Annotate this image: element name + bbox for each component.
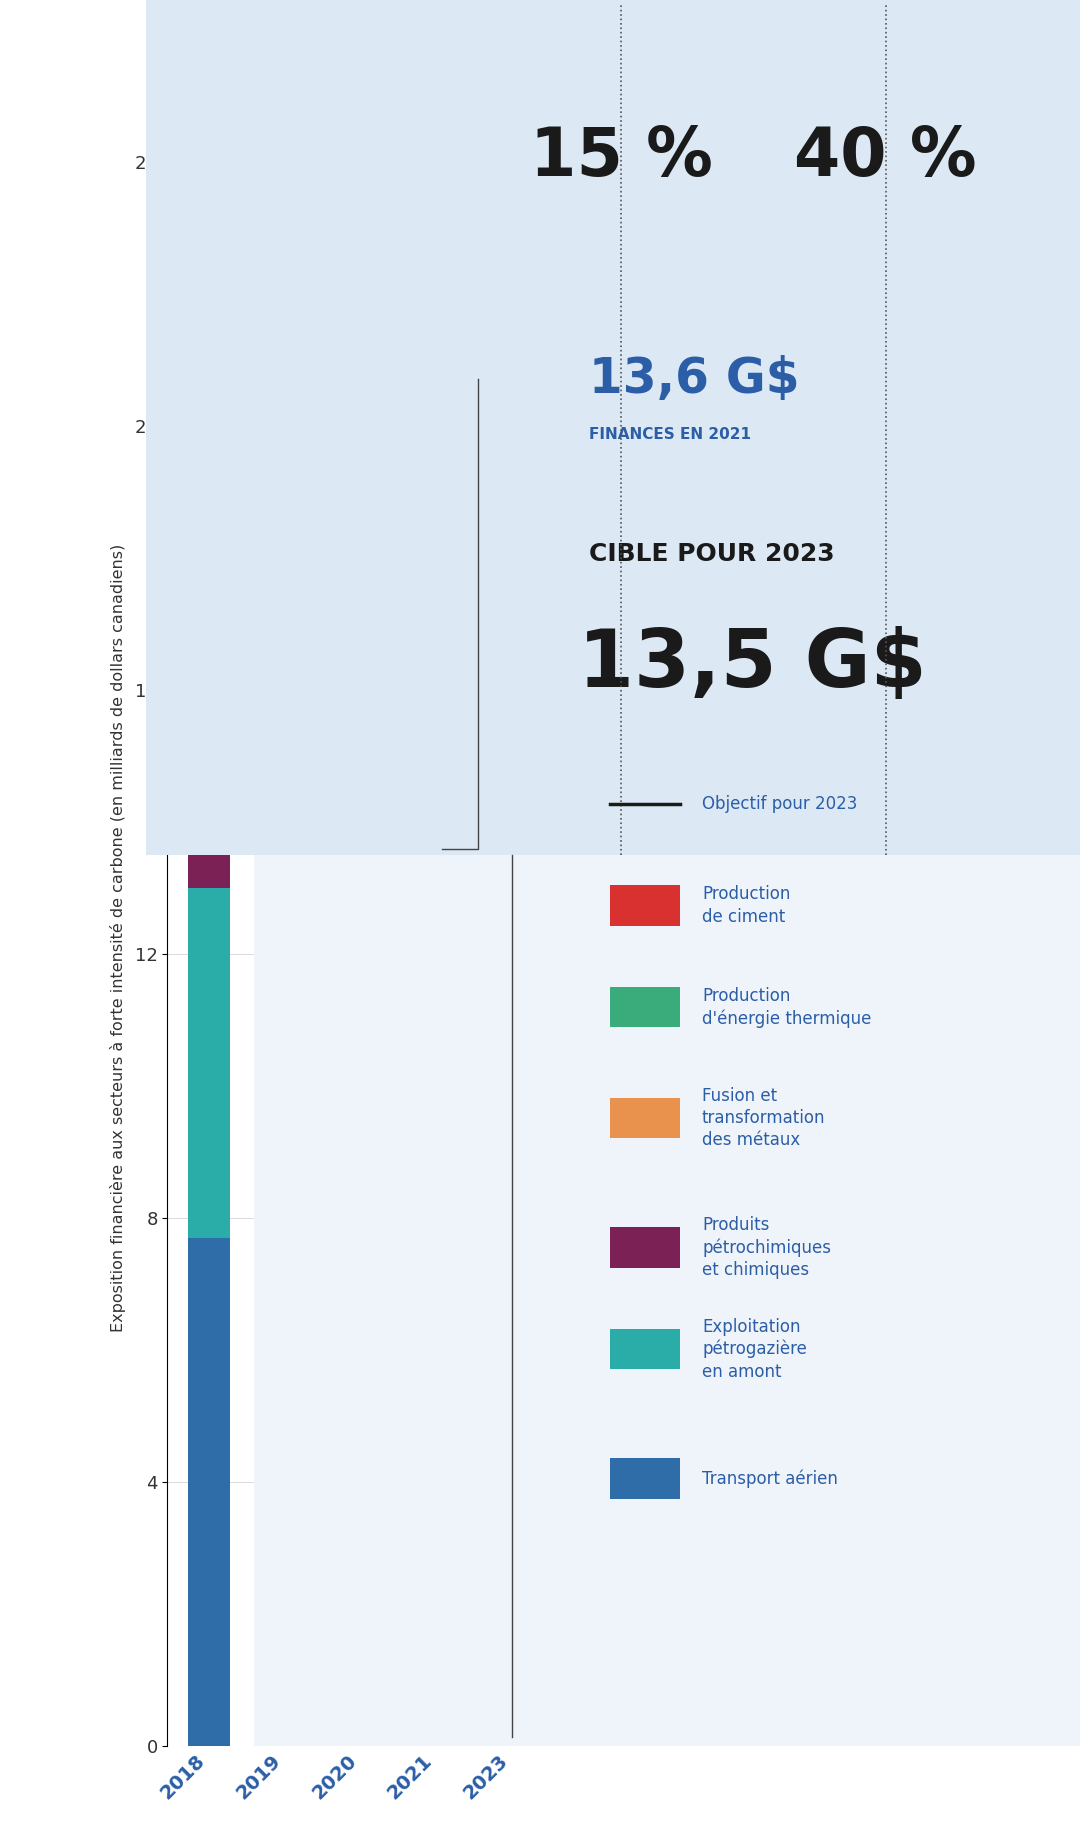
Bar: [188, 322, 230, 414]
Bar: [188, 1238, 230, 1746]
Text: Exploitation
pétrogazière
en amont: Exploitation pétrogazière en amont: [702, 1318, 807, 1380]
Bar: [416, 848, 457, 869]
Bar: [264, 432, 306, 473]
Bar: [264, 473, 306, 532]
Text: 40 %: 40 %: [794, 124, 977, 190]
Bar: [264, 1284, 306, 1746]
Text: 22,4 G$: 22,4 G$: [206, 188, 221, 259]
Bar: [416, 869, 457, 902]
Text: Production
d'énergie thermique: Production d'énergie thermique: [702, 987, 872, 1027]
Bar: [188, 519, 230, 889]
Text: Produits
pétrochimiques
et chimiques: Produits pétrochimiques et chimiques: [702, 1216, 831, 1279]
Text: FINANCES EN 2021: FINANCES EN 2021: [589, 427, 751, 442]
Bar: [416, 902, 457, 941]
Bar: [339, 671, 381, 981]
Text: CIBLE POUR 2023: CIBLE POUR 2023: [589, 543, 834, 565]
Text: Objectif pour 2023: Objectif pour 2023: [702, 795, 858, 813]
Bar: [339, 1192, 381, 1746]
Bar: [264, 532, 306, 630]
Text: 19,9 G$: 19,9 G$: [283, 353, 297, 423]
Bar: [188, 889, 230, 1238]
Y-axis label: Exposition financière aux secteurs à forte intensité de carbone (en milliards de: Exposition financière aux secteurs à for…: [110, 543, 126, 1332]
Bar: [339, 571, 381, 671]
Bar: [416, 1205, 457, 1746]
Bar: [339, 525, 381, 571]
Bar: [188, 268, 230, 322]
Bar: [264, 961, 306, 1284]
Bar: [416, 941, 457, 1007]
Text: 15 %: 15 %: [529, 124, 713, 190]
Text: Production
de ciment: Production de ciment: [702, 885, 791, 926]
Bar: [339, 492, 381, 525]
Text: 19,0 G$: 19,0 G$: [359, 414, 374, 482]
Text: Fusion et
transformation
des métaux: Fusion et transformation des métaux: [702, 1087, 825, 1149]
Text: Transport aérien: Transport aérien: [702, 1469, 838, 1488]
Bar: [264, 630, 306, 961]
Bar: [339, 981, 381, 1192]
Bar: [416, 1007, 457, 1205]
Bar: [188, 414, 230, 519]
Text: 13,6 G$: 13,6 G$: [589, 355, 799, 403]
Text: 13,6 G$: 13,6 G$: [434, 769, 449, 839]
Text: 13,5 G$: 13,5 G$: [578, 626, 927, 704]
